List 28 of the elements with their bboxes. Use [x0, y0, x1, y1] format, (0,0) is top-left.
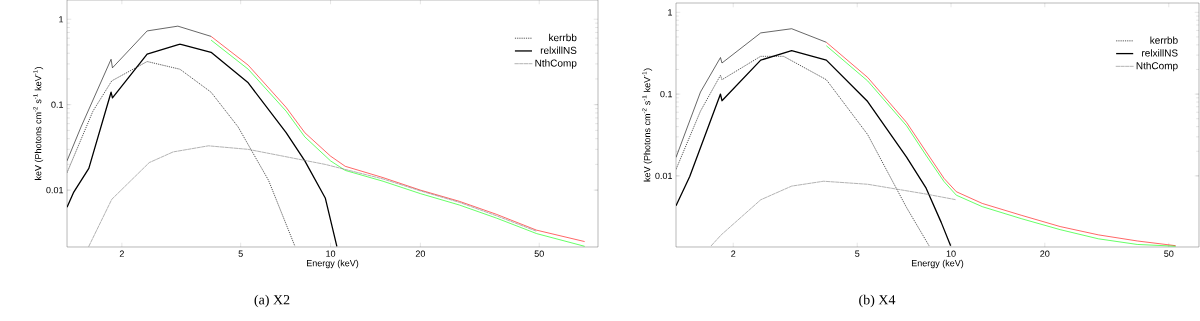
y-tick-label: 1	[668, 9, 673, 16]
x-tick-label: 20	[415, 250, 426, 257]
y-tick-label: 0.01	[46, 186, 64, 194]
x-tick-label: 10	[946, 250, 956, 257]
x-axis-title: Energy (keV)	[911, 259, 964, 269]
legend-label: NthComp	[1136, 61, 1178, 72]
text: (a) X2	[254, 294, 290, 308]
x-tick-label: 50	[1164, 250, 1174, 257]
x-tick-label: 2	[731, 250, 736, 257]
x-tick-label: 50	[534, 250, 544, 257]
x-tick-label: 5	[238, 250, 243, 257]
x-axis-title: Energy (keV)	[306, 259, 359, 269]
y-tick-label: 0.1	[51, 101, 64, 108]
legend-label: NthComp	[535, 59, 577, 69]
x-tick-label: 20	[1040, 250, 1050, 257]
legend-label: kerrbb	[549, 33, 577, 42]
y-tick-label: 0.01	[655, 172, 673, 180]
x-tick-label: 5	[855, 250, 860, 257]
legend-label: kerrbb	[1150, 36, 1178, 44]
y-tick-label: 1	[59, 16, 64, 23]
legend-label: relxillNS	[540, 46, 577, 54]
y-axis-title: keV (Photons cm$^{-2}$ s$^{-1}$ keV$^{-1}$)	[642, 68, 653, 182]
x-tick-label: 10	[326, 250, 336, 257]
legend-label: relxillNS	[1142, 49, 1178, 57]
y-axis-title: keV (Photons cm$^{-2}$ s$^{-1}$ keV$^{-1}$)	[33, 67, 44, 180]
text: (b) X4	[859, 294, 896, 308]
x-tick-label: 2	[119, 250, 124, 257]
y-tick-label: 0.1	[660, 90, 673, 98]
